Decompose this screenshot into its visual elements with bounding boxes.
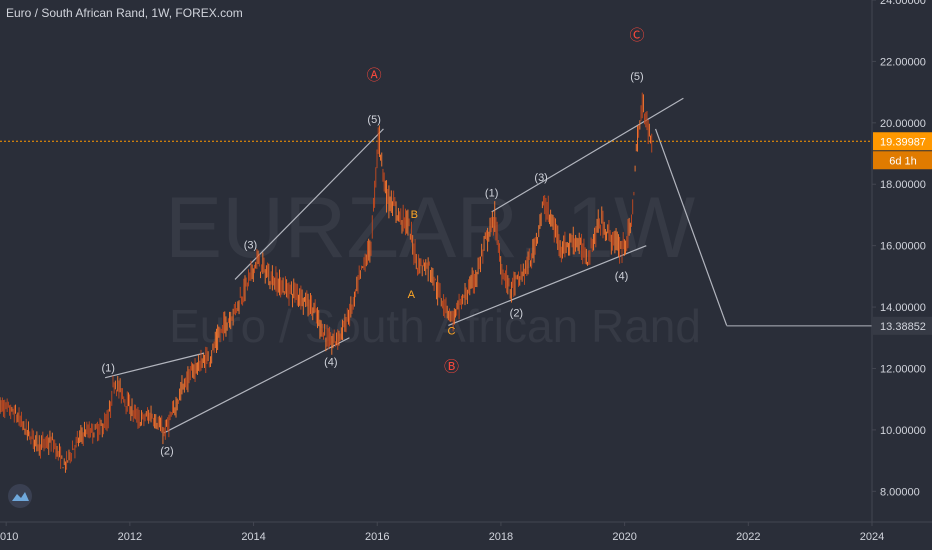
- countdown-badge: [873, 151, 932, 170]
- price-labels: 19.39987 6d 1h 13.38852: [873, 132, 932, 335]
- y-tick-label: 24.00000: [880, 0, 926, 7]
- x-tick-label: 2012: [118, 531, 142, 543]
- x-tick-label: 2020: [612, 531, 636, 543]
- y-tick-label: 20.00000: [880, 118, 926, 130]
- watermark-name: Euro / South African Rand: [169, 300, 701, 352]
- wave-label: (2): [160, 445, 173, 457]
- wave-label: Ⓑ: [444, 359, 459, 376]
- wave-label: (2): [510, 307, 523, 319]
- last-price-badge: [873, 132, 932, 151]
- trend-line: [448, 245, 647, 327]
- target-price-badge: [873, 316, 932, 335]
- x-tick-label: 2016: [365, 531, 389, 543]
- y-tick-label: 18.00000: [880, 179, 926, 191]
- x-tick-label: 2022: [736, 531, 760, 543]
- x-tick-label: 2018: [489, 531, 513, 543]
- logo-icon: [12, 492, 29, 501]
- target-price-label: 13.38852: [880, 321, 926, 333]
- trend-lines: [104, 97, 728, 434]
- wave-label: (1): [102, 363, 115, 375]
- y-tick-label: 14.00000: [880, 302, 926, 314]
- wave-label: (5): [367, 114, 380, 126]
- y-tick-label: 8.00000: [880, 486, 920, 498]
- wave-label: (3): [244, 240, 257, 252]
- wave-annotations: Ⓐ (5) Ⓒ (5) Ⓑ C B A (3) (4) (1) (2) (1) (2) (3) (4): [102, 27, 645, 458]
- last-price-label: 19.39987: [880, 136, 926, 148]
- x-tick-label: 010: [0, 531, 18, 543]
- wave-label: C: [447, 326, 455, 338]
- trend-line: [163, 337, 350, 434]
- x-tick-label: 2024: [860, 531, 884, 543]
- time-axis-bg: [0, 522, 932, 550]
- chart-title: Euro / South African Rand, 1W, FOREX.com: [6, 6, 243, 20]
- wave-label: (4): [324, 356, 337, 368]
- wave-label: A: [408, 289, 416, 301]
- y-tick-label: 16.00000: [880, 241, 926, 253]
- trend-line: [234, 128, 384, 280]
- x-tick-label: 2014: [241, 531, 265, 543]
- price-axis-bg: [872, 0, 932, 550]
- price-axis[interactable]: 8.0000010.0000012.0000014.0000016.000001…: [871, 0, 932, 550]
- countdown-label: 6d 1h: [889, 155, 917, 167]
- y-tick-label: 10.00000: [880, 425, 926, 437]
- trend-line: [104, 352, 205, 379]
- trend-line: [654, 128, 728, 326]
- y-tick-label: 22.00000: [880, 56, 926, 68]
- wave-label: Ⓐ: [367, 67, 382, 84]
- trend-line: [491, 97, 684, 213]
- tradingview-logo[interactable]: [8, 484, 32, 508]
- price-lines: [0, 140, 872, 327]
- wave-label: (5): [630, 71, 643, 83]
- watermark-symbol: EURZAR, 1W: [165, 180, 695, 276]
- time-axis[interactable]: 010 2012 2014 2016 2018 2020 2022 2024: [0, 521, 932, 550]
- wave-label: (3): [534, 172, 547, 184]
- candle-series: [0, 92, 653, 473]
- wave-label: (4): [615, 270, 628, 282]
- y-tick-label: 12.00000: [880, 363, 926, 375]
- wave-label: (1): [485, 188, 498, 200]
- wave-label: Ⓒ: [629, 27, 644, 44]
- wave-label: B: [411, 209, 418, 221]
